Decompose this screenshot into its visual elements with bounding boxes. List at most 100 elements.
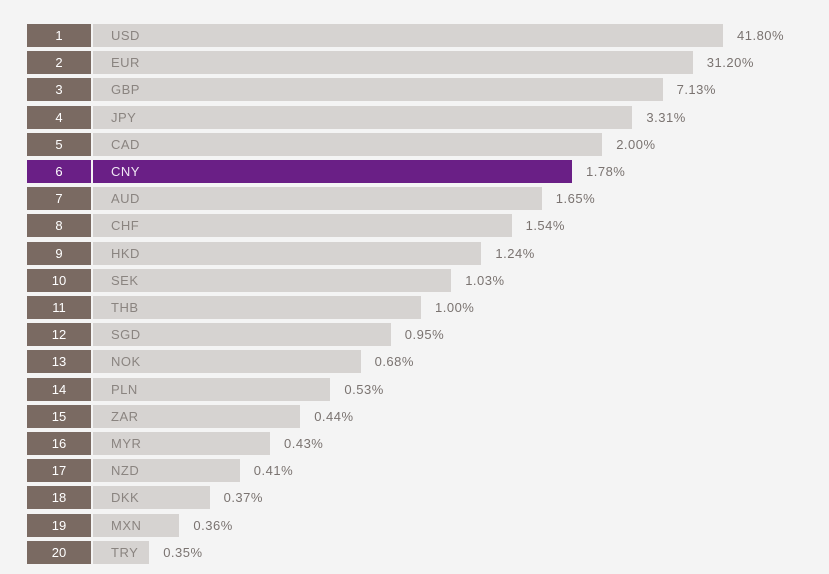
bar	[93, 540, 150, 564]
bar-row: 5 CAD 2.00%	[27, 132, 692, 156]
currency-code-label: CAD	[111, 136, 140, 152]
rank-label: 18	[27, 486, 91, 510]
bar	[93, 132, 603, 156]
bar	[93, 214, 512, 238]
currency-code-label: ZAR	[111, 408, 139, 424]
bar-row: 10 SEK 1.03%	[27, 268, 541, 292]
rank-label: 12	[27, 323, 91, 347]
bar	[93, 241, 482, 265]
rank-label: 14	[27, 377, 91, 401]
bar	[93, 78, 663, 102]
percent-label: 0.36%	[193, 517, 233, 533]
bar-row: 2 EUR 31.20%	[27, 51, 783, 75]
percent-label: 1.54%	[525, 218, 565, 234]
percent-label: 0.35%	[163, 544, 203, 560]
bar	[93, 350, 361, 374]
bar	[93, 459, 240, 483]
rank-label: 9	[27, 241, 91, 265]
rank-label: 19	[27, 513, 91, 537]
percent-label: 0.95%	[404, 327, 445, 343]
bar	[93, 296, 421, 319]
percent-label: 2.00%	[616, 136, 656, 152]
rank-label: 17	[27, 459, 91, 483]
bar-row: 15 ZAR 0.44%	[27, 404, 390, 428]
currency-code-label: HKD	[111, 245, 140, 261]
bar-row: 20 TRY 0.35%	[27, 540, 239, 564]
bar	[93, 432, 270, 455]
currency-code-label: MYR	[111, 436, 142, 451]
rank-label: 10	[27, 268, 91, 292]
bar	[93, 51, 693, 75]
currency-code-label: NOK	[111, 354, 141, 370]
rank-label: 15	[27, 404, 91, 428]
percent-label: 0.43%	[284, 436, 324, 451]
bar-row: 13 NOK 0.68%	[27, 350, 451, 374]
percent-label: 41.80%	[737, 28, 785, 43]
bar-row: 11 THB 1.00%	[27, 296, 511, 319]
bar-row: 16 MYR 0.43%	[27, 432, 360, 455]
bar	[93, 323, 391, 347]
currency-code-label: CHF	[111, 218, 140, 234]
percent-label: 0.44%	[314, 408, 354, 424]
bar-row: 19 MXN 0.36%	[27, 513, 269, 537]
bar-row: 14 PLN 0.53%	[27, 377, 420, 401]
rank-label: 2	[27, 51, 91, 75]
percent-label: 0.37%	[223, 490, 263, 506]
rank-label: 6	[27, 160, 91, 183]
rank-label: 11	[27, 296, 91, 319]
bar-row: 8 CHF 1.54%	[27, 214, 602, 238]
rank-label: 4	[27, 105, 91, 129]
bar-row: 4 JPY 3.31%	[27, 105, 722, 129]
currency-code-label: GBP	[111, 82, 140, 98]
currency-code-label: PLN	[111, 381, 138, 397]
percent-label: 1.65%	[555, 191, 596, 207]
currency-code-label: THB	[111, 300, 139, 315]
bar	[93, 377, 331, 401]
percent-label: 0.68%	[374, 354, 414, 370]
bar	[93, 513, 180, 537]
percent-label: 3.31%	[646, 109, 686, 125]
bar	[93, 268, 452, 292]
bar-row: 3 GBP 7.13%	[27, 78, 753, 102]
rank-label: 16	[27, 432, 91, 455]
currency-code-label: JPY	[111, 109, 137, 125]
percent-label: 31.20%	[706, 55, 754, 71]
currency-code-label: SEK	[111, 272, 139, 288]
currency-code-label: SGD	[111, 327, 141, 343]
percent-label: 1.78%	[586, 164, 626, 179]
percent-label: 1.03%	[465, 272, 505, 288]
bar	[93, 160, 572, 183]
percent-label: 0.53%	[344, 381, 384, 397]
currency-code-label: DKK	[111, 490, 140, 506]
currency-code-label: EUR	[111, 55, 140, 71]
currency-code-label: NZD	[111, 463, 140, 479]
rank-label: 8	[27, 214, 91, 238]
bar	[93, 24, 723, 47]
percent-label: 1.24%	[495, 245, 535, 261]
bar-row: 7 AUD 1.65%	[27, 187, 632, 211]
currency-code-label: MXN	[111, 517, 142, 533]
rank-label: 7	[27, 187, 91, 211]
rank-label: 5	[27, 132, 91, 156]
currency-code-label: USD	[111, 28, 140, 43]
rank-label: 13	[27, 350, 91, 374]
rank-label: 1	[27, 24, 91, 47]
bar-row: 1 USD 41.80%	[27, 24, 813, 47]
percent-label: 0.41%	[253, 463, 294, 479]
bar-row: 17 NZD 0.41%	[27, 459, 330, 483]
bar	[93, 187, 542, 211]
percent-label: 1.00%	[435, 300, 475, 315]
rank-label: 3	[27, 78, 91, 102]
bar-row: 6 CNY 1.78%	[27, 160, 662, 183]
rank-label: 20	[27, 540, 91, 564]
bar	[93, 404, 301, 428]
bar-row: 18 DKK 0.37%	[27, 486, 300, 510]
bar-row: 9 HKD 1.24%	[27, 241, 571, 265]
percent-label: 7.13%	[676, 82, 716, 98]
currency-code-label: AUD	[111, 191, 140, 207]
currency-code-label: CNY	[111, 164, 140, 179]
bar	[93, 486, 210, 510]
currency-code-label: TRY	[111, 544, 139, 560]
bar	[93, 105, 633, 129]
